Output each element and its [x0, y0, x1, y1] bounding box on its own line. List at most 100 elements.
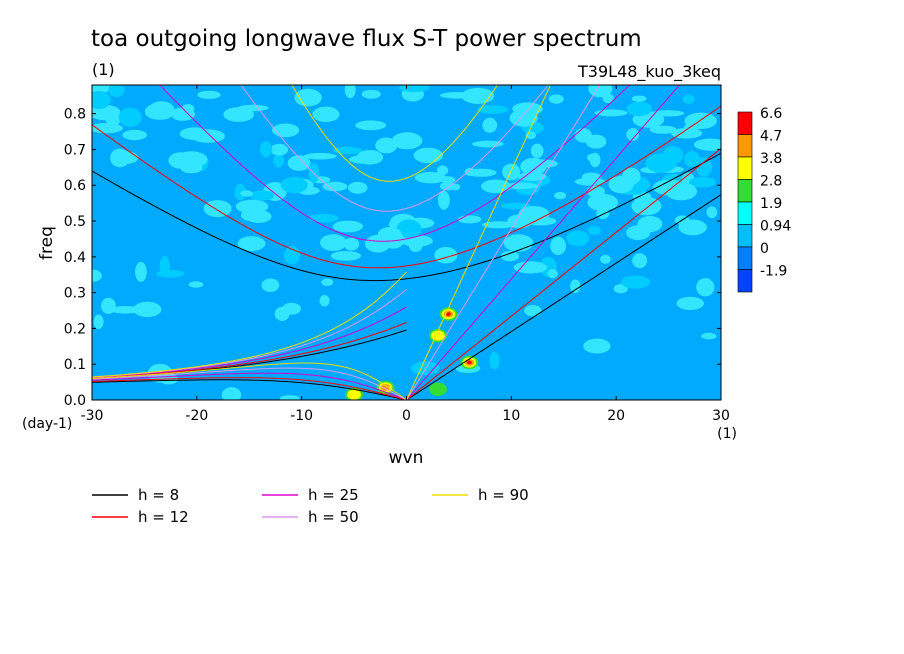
field-patch — [110, 148, 130, 168]
field-patch — [626, 128, 640, 141]
field-patch — [274, 306, 290, 321]
field-patch — [682, 94, 695, 104]
y-tick-label: 0.8 — [64, 107, 86, 123]
field-patch — [321, 278, 334, 286]
colorbar-label: 0 — [760, 241, 769, 257]
field-patch — [517, 172, 547, 182]
field-patch — [631, 196, 662, 216]
title-unit: (1) — [92, 60, 115, 79]
legend: h = 8 h = 12 h = 25 h = 50 h = 90 — [92, 486, 529, 526]
field-patch — [631, 95, 647, 102]
legend-label: h = 12 — [138, 508, 189, 526]
field-patch — [191, 129, 225, 143]
field-patch — [203, 200, 232, 218]
inertia-gravity-curve — [240, 85, 549, 212]
field-patch — [159, 256, 170, 276]
field-patch — [465, 168, 497, 177]
field-patch — [696, 278, 715, 297]
field-patch — [554, 191, 567, 200]
field-patch — [240, 190, 254, 197]
x-tick-label: -30 — [81, 408, 104, 424]
field-patch — [548, 94, 564, 104]
y-axis-label: freq — [37, 226, 57, 260]
hotspot — [446, 312, 451, 316]
field-patch — [287, 155, 311, 171]
field-patch — [632, 253, 648, 269]
field-patch — [319, 294, 330, 307]
field-patch — [259, 141, 273, 158]
field-patch — [396, 219, 422, 239]
field-patch — [688, 176, 716, 188]
mrg-curve — [92, 322, 407, 379]
field-patch — [670, 128, 703, 139]
colorbar-label: 6.6 — [760, 106, 782, 122]
x-axis-unit: (1) — [717, 426, 737, 442]
field-patch — [626, 101, 652, 117]
y-axis-unit: (day-1) — [22, 416, 72, 432]
field-patch — [414, 172, 447, 184]
y-tick-label: 0.3 — [64, 286, 86, 302]
field-patch — [480, 179, 512, 194]
inertia-gravity-curve — [159, 85, 631, 242]
y-tick-label: 0.2 — [64, 321, 86, 337]
field-patch — [437, 190, 450, 210]
field-patch — [489, 351, 500, 370]
field-patch — [566, 230, 590, 247]
field-patch — [476, 105, 509, 114]
power-hotspots — [345, 307, 479, 400]
field-patch — [461, 87, 495, 104]
colorbar-label: -1.9 — [760, 264, 787, 280]
y-tick-label: 0.5 — [64, 214, 86, 230]
field-patch — [482, 117, 498, 133]
colorbar-swatch — [737, 111, 753, 135]
mrg-curve — [92, 306, 407, 379]
colorbar-swatch — [737, 179, 753, 203]
dispersion-curves — [92, 85, 721, 400]
field-patch — [303, 152, 337, 160]
field-patch — [332, 220, 364, 233]
field-patch — [365, 234, 391, 253]
x-axis-label: wvn — [389, 448, 424, 468]
chart-title: toa outgoing longwave flux S-T power spe… — [91, 26, 642, 52]
legend-label: h = 90 — [478, 486, 529, 504]
colorbar-label: 0.94 — [760, 219, 791, 235]
field-patch — [457, 215, 482, 224]
field-patch — [234, 183, 247, 201]
field-patch — [105, 111, 122, 126]
field-patch — [92, 91, 111, 109]
field-patch — [620, 275, 651, 289]
x-tick-label: -10 — [290, 408, 313, 424]
field-patch — [361, 89, 381, 99]
field-patch — [651, 110, 685, 117]
field-patch — [135, 261, 147, 282]
field-patch — [413, 147, 443, 164]
rossby-curve — [92, 367, 407, 400]
field-patch — [92, 123, 123, 134]
colorbar-swatch — [737, 246, 753, 270]
hotspot — [347, 389, 361, 400]
field-patch — [570, 279, 581, 294]
field-patch — [701, 332, 717, 340]
field-patch — [188, 281, 204, 288]
inertia-gravity-curve — [92, 105, 721, 269]
field-patches — [92, 85, 721, 400]
field-patch — [505, 182, 539, 190]
field-patch — [613, 284, 628, 294]
field-patch — [108, 85, 125, 97]
field-patch — [250, 190, 275, 201]
inertia-gravity-curve — [92, 152, 721, 282]
field-patch — [92, 85, 112, 94]
field-patch — [696, 157, 712, 177]
field-patch — [333, 146, 363, 155]
y-axis: 0.0 0.1 0.2 0.3 0.4 0.5 0.6 0.7 0.8 — [64, 107, 721, 409]
colorbar-label: 2.8 — [760, 174, 782, 190]
kelvin-curve — [406, 85, 601, 400]
kelvin-curve — [406, 85, 681, 400]
kelvin-curve — [406, 194, 721, 400]
x-tick-label: 20 — [607, 408, 625, 424]
field-patch — [92, 269, 102, 282]
field-patch — [344, 85, 356, 99]
field-patch — [223, 107, 255, 122]
field-patch — [518, 206, 550, 223]
colorbar: 6.6 4.7 3.8 2.8 1.9 0.94 0 -1.9 — [737, 106, 791, 293]
